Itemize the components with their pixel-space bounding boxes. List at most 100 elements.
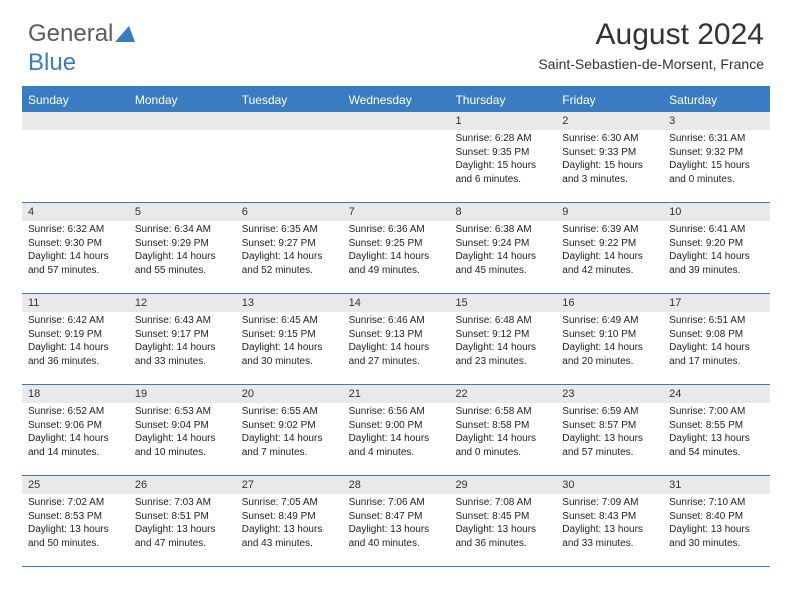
daylight-text: Daylight: 14 hours and 27 minutes. [349, 341, 444, 368]
day-body [236, 130, 343, 136]
sunset-text: Sunset: 8:57 PM [562, 419, 657, 433]
daylight-text: Daylight: 14 hours and 45 minutes. [455, 250, 550, 277]
sunrise-text: Sunrise: 6:39 AM [562, 223, 657, 237]
daylight-text: Daylight: 14 hours and 30 minutes. [242, 341, 337, 368]
day-number: 7 [343, 203, 450, 221]
sunset-text: Sunset: 9:29 PM [135, 237, 230, 251]
day-number: 21 [343, 385, 450, 403]
day-body: Sunrise: 7:03 AMSunset: 8:51 PMDaylight:… [129, 494, 236, 554]
daylight-text: Daylight: 14 hours and 17 minutes. [669, 341, 764, 368]
brand-logo: General Blue [28, 20, 135, 77]
daylight-text: Daylight: 14 hours and 20 minutes. [562, 341, 657, 368]
day-cell: 24Sunrise: 7:00 AMSunset: 8:55 PMDayligh… [663, 385, 770, 475]
day-number: 10 [663, 203, 770, 221]
day-cell [129, 112, 236, 202]
day-body: Sunrise: 6:52 AMSunset: 9:06 PMDaylight:… [22, 403, 129, 463]
day-number: 22 [449, 385, 556, 403]
header: General Blue August 2024 Saint-Sebastien… [0, 0, 792, 78]
calendar: Sunday Monday Tuesday Wednesday Thursday… [22, 86, 770, 567]
day-cell: 13Sunrise: 6:45 AMSunset: 9:15 PMDayligh… [236, 294, 343, 384]
sunrise-text: Sunrise: 7:05 AM [242, 496, 337, 510]
day-number: 15 [449, 294, 556, 312]
day-body: Sunrise: 6:32 AMSunset: 9:30 PMDaylight:… [22, 221, 129, 281]
day-number: 23 [556, 385, 663, 403]
dow-sunday: Sunday [22, 88, 129, 112]
day-number [343, 112, 450, 130]
month-title: August 2024 [28, 18, 764, 52]
day-number: 16 [556, 294, 663, 312]
sunset-text: Sunset: 8:58 PM [455, 419, 550, 433]
daylight-text: Daylight: 14 hours and 14 minutes. [28, 432, 123, 459]
day-cell: 3Sunrise: 6:31 AMSunset: 9:32 PMDaylight… [663, 112, 770, 202]
daylight-text: Daylight: 13 hours and 43 minutes. [242, 523, 337, 550]
day-cell [236, 112, 343, 202]
day-number: 2 [556, 112, 663, 130]
sunset-text: Sunset: 9:32 PM [669, 146, 764, 160]
sunrise-text: Sunrise: 6:53 AM [135, 405, 230, 419]
day-body: Sunrise: 7:00 AMSunset: 8:55 PMDaylight:… [663, 403, 770, 463]
sunset-text: Sunset: 9:22 PM [562, 237, 657, 251]
day-body: Sunrise: 6:45 AMSunset: 9:15 PMDaylight:… [236, 312, 343, 372]
sunrise-text: Sunrise: 6:31 AM [669, 132, 764, 146]
sunset-text: Sunset: 8:49 PM [242, 510, 337, 524]
dow-wednesday: Wednesday [343, 88, 450, 112]
sunrise-text: Sunrise: 6:28 AM [455, 132, 550, 146]
sunrise-text: Sunrise: 6:35 AM [242, 223, 337, 237]
sunset-text: Sunset: 9:20 PM [669, 237, 764, 251]
sunset-text: Sunset: 9:06 PM [28, 419, 123, 433]
dow-tuesday: Tuesday [236, 88, 343, 112]
sunrise-text: Sunrise: 6:45 AM [242, 314, 337, 328]
day-cell: 4Sunrise: 6:32 AMSunset: 9:30 PMDaylight… [22, 203, 129, 293]
day-body: Sunrise: 6:31 AMSunset: 9:32 PMDaylight:… [663, 130, 770, 190]
week-row: 18Sunrise: 6:52 AMSunset: 9:06 PMDayligh… [22, 385, 770, 476]
daylight-text: Daylight: 13 hours and 40 minutes. [349, 523, 444, 550]
sunset-text: Sunset: 9:33 PM [562, 146, 657, 160]
sunset-text: Sunset: 9:13 PM [349, 328, 444, 342]
day-number: 3 [663, 112, 770, 130]
day-body: Sunrise: 6:41 AMSunset: 9:20 PMDaylight:… [663, 221, 770, 281]
daylight-text: Daylight: 15 hours and 0 minutes. [669, 159, 764, 186]
sunrise-text: Sunrise: 6:55 AM [242, 405, 337, 419]
sunset-text: Sunset: 9:15 PM [242, 328, 337, 342]
day-cell [343, 112, 450, 202]
day-number: 19 [129, 385, 236, 403]
sunrise-text: Sunrise: 6:36 AM [349, 223, 444, 237]
week-row: 1Sunrise: 6:28 AMSunset: 9:35 PMDaylight… [22, 112, 770, 203]
sunrise-text: Sunrise: 6:34 AM [135, 223, 230, 237]
day-body: Sunrise: 6:48 AMSunset: 9:12 PMDaylight:… [449, 312, 556, 372]
day-body: Sunrise: 6:58 AMSunset: 8:58 PMDaylight:… [449, 403, 556, 463]
sunset-text: Sunset: 9:24 PM [455, 237, 550, 251]
brand-part1: General [28, 20, 113, 47]
sunrise-text: Sunrise: 6:49 AM [562, 314, 657, 328]
sunset-text: Sunset: 8:55 PM [669, 419, 764, 433]
day-number: 31 [663, 476, 770, 494]
day-cell: 22Sunrise: 6:58 AMSunset: 8:58 PMDayligh… [449, 385, 556, 475]
day-cell: 10Sunrise: 6:41 AMSunset: 9:20 PMDayligh… [663, 203, 770, 293]
daylight-text: Daylight: 14 hours and 33 minutes. [135, 341, 230, 368]
day-cell: 31Sunrise: 7:10 AMSunset: 8:40 PMDayligh… [663, 476, 770, 566]
daylight-text: Daylight: 13 hours and 33 minutes. [562, 523, 657, 550]
daylight-text: Daylight: 15 hours and 6 minutes. [455, 159, 550, 186]
daylight-text: Daylight: 13 hours and 30 minutes. [669, 523, 764, 550]
day-body: Sunrise: 6:36 AMSunset: 9:25 PMDaylight:… [343, 221, 450, 281]
day-body: Sunrise: 6:38 AMSunset: 9:24 PMDaylight:… [449, 221, 556, 281]
day-cell: 19Sunrise: 6:53 AMSunset: 9:04 PMDayligh… [129, 385, 236, 475]
day-body: Sunrise: 6:53 AMSunset: 9:04 PMDaylight:… [129, 403, 236, 463]
sunset-text: Sunset: 8:45 PM [455, 510, 550, 524]
daylight-text: Daylight: 14 hours and 7 minutes. [242, 432, 337, 459]
day-cell: 6Sunrise: 6:35 AMSunset: 9:27 PMDaylight… [236, 203, 343, 293]
day-cell: 18Sunrise: 6:52 AMSunset: 9:06 PMDayligh… [22, 385, 129, 475]
daylight-text: Daylight: 14 hours and 49 minutes. [349, 250, 444, 277]
day-body [22, 130, 129, 136]
day-cell: 11Sunrise: 6:42 AMSunset: 9:19 PMDayligh… [22, 294, 129, 384]
day-body: Sunrise: 6:42 AMSunset: 9:19 PMDaylight:… [22, 312, 129, 372]
day-body [343, 130, 450, 136]
day-cell: 28Sunrise: 7:06 AMSunset: 8:47 PMDayligh… [343, 476, 450, 566]
day-body: Sunrise: 7:05 AMSunset: 8:49 PMDaylight:… [236, 494, 343, 554]
sunrise-text: Sunrise: 6:46 AM [349, 314, 444, 328]
day-body: Sunrise: 6:49 AMSunset: 9:10 PMDaylight:… [556, 312, 663, 372]
daylight-text: Daylight: 14 hours and 55 minutes. [135, 250, 230, 277]
day-number: 9 [556, 203, 663, 221]
daylight-text: Daylight: 14 hours and 39 minutes. [669, 250, 764, 277]
day-number: 8 [449, 203, 556, 221]
